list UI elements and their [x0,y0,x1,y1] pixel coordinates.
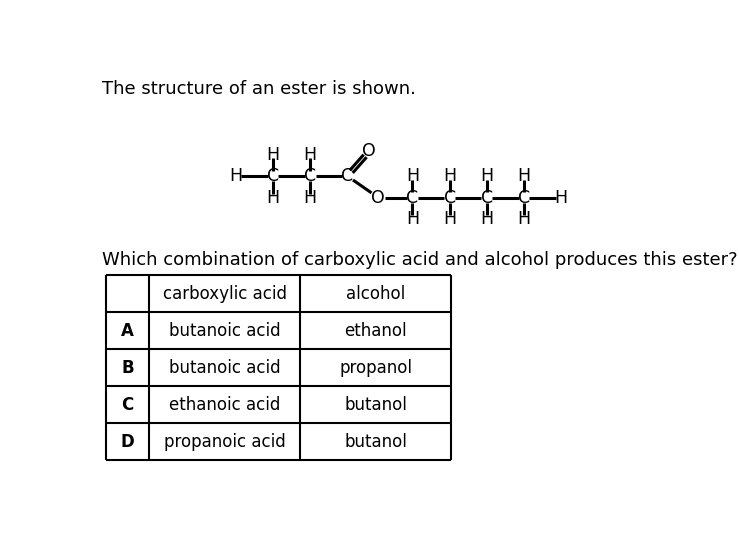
Text: H: H [406,210,419,228]
Text: carboxylic acid: carboxylic acid [163,285,287,303]
Text: butanol: butanol [344,396,407,414]
Text: H: H [443,167,456,185]
Text: H: H [266,188,279,207]
Text: propanol: propanol [339,359,412,377]
Text: H: H [229,167,242,185]
Text: ethanol: ethanol [344,322,407,340]
Text: H: H [555,188,568,207]
Text: H: H [406,167,419,185]
Text: C: C [341,167,353,185]
Text: C: C [443,188,456,207]
Text: C: C [121,396,134,414]
Text: H: H [480,210,494,228]
Text: D: D [120,433,134,451]
Text: H: H [266,146,279,164]
Text: The structure of an ester is shown.: The structure of an ester is shown. [102,80,415,98]
Text: alcohol: alcohol [346,285,405,303]
Text: ethanoic acid: ethanoic acid [168,396,280,414]
Text: H: H [517,167,531,185]
Text: O: O [362,142,376,161]
Text: C: C [406,188,418,207]
Text: butanoic acid: butanoic acid [168,359,280,377]
Text: H: H [304,188,317,207]
Text: H: H [443,210,456,228]
Text: butanoic acid: butanoic acid [168,322,280,340]
Text: C: C [267,167,279,185]
Text: C: C [518,188,530,207]
Text: propanoic acid: propanoic acid [163,433,285,451]
Text: C: C [481,188,493,207]
Text: H: H [304,146,317,164]
Text: H: H [517,210,531,228]
Text: butanol: butanol [344,433,407,451]
Text: B: B [121,359,134,377]
Text: H: H [480,167,494,185]
Text: Which combination of carboxylic acid and alcohol produces this ester?: Which combination of carboxylic acid and… [102,251,738,269]
Text: C: C [304,167,316,185]
Text: A: A [121,322,134,340]
Text: O: O [372,188,385,207]
